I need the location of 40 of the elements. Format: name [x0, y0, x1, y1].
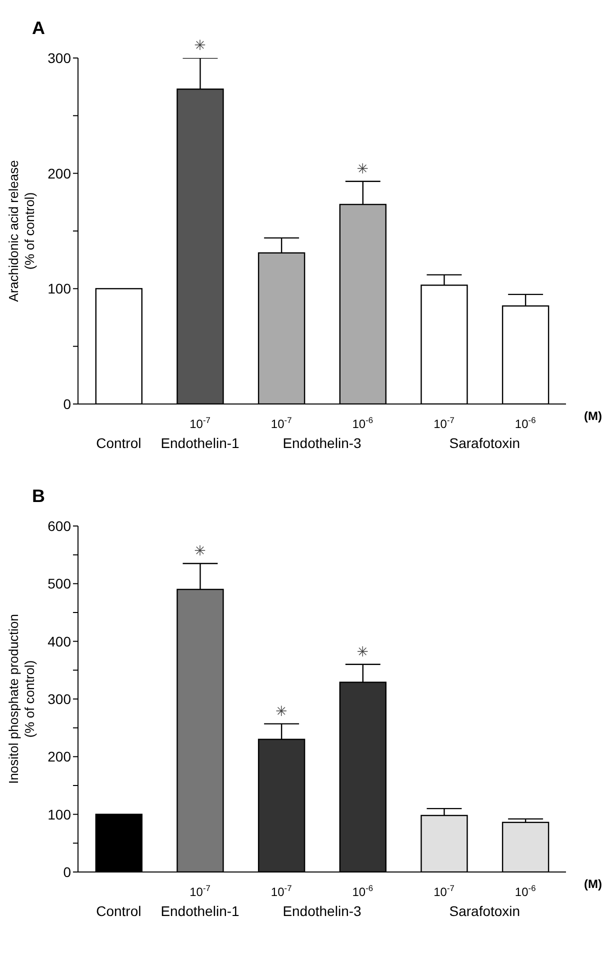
y-axis-title: Arachidonic acid release (% of control) [6, 160, 37, 302]
y-tick-label: 0 [63, 864, 72, 880]
text: (M) [584, 877, 602, 891]
y-tick-label: 200 [48, 165, 72, 182]
text: Endothelin-1 [160, 435, 240, 451]
y-tick-label: 300 [48, 690, 72, 707]
chart-title: B [32, 486, 45, 506]
text: Sarafotoxin [449, 903, 520, 919]
y-tick-label: 300 [48, 50, 72, 66]
text: Endothelin-3 [282, 435, 362, 451]
x-tick-label: 10$^{-7}$ [190, 883, 211, 899]
y-tick-label: 100 [48, 806, 72, 822]
x-tick-label: 10$^{-6}$ [514, 883, 536, 899]
data-label: ✳ [275, 704, 288, 720]
text: Control [96, 435, 142, 451]
data-label: ✳ [194, 38, 206, 54]
text: Sarafotoxin [449, 435, 520, 451]
y-tick-label: 0 [63, 396, 72, 412]
y-axis-title: Inositol phosphate production (% of control) [6, 614, 37, 784]
x-tick-label: 10$^{-6}$ [514, 415, 536, 431]
y-tick-label: 100 [48, 280, 72, 297]
x-tick-label: 10$^{-7}$ [434, 883, 455, 899]
y-tick-label: 200 [48, 748, 72, 765]
y-tick-label: 600 [48, 518, 72, 534]
text: Control [96, 903, 142, 919]
text: (M) [584, 409, 602, 423]
chart-title: A [32, 18, 45, 38]
text: Endothelin-1 [160, 903, 240, 919]
x-tick-label: 10$^{-6}$ [352, 415, 374, 431]
x-tick-label: 10$^{-6}$ [352, 883, 374, 899]
data-label: ✳ [356, 644, 369, 660]
text: Endothelin-3 [282, 903, 362, 919]
x-tick-label: 10$^{-7}$ [270, 883, 292, 899]
x-tick-label: 10$^{-7}$ [434, 415, 455, 431]
y-tick-label: 400 [48, 633, 72, 650]
x-tick-label: 10$^{-7}$ [270, 415, 292, 431]
y-tick-label: 500 [48, 576, 72, 592]
data-label: ✳ [194, 543, 206, 560]
data-label: ✳ [356, 161, 369, 178]
x-tick-label: 10$^{-7}$ [190, 415, 211, 431]
